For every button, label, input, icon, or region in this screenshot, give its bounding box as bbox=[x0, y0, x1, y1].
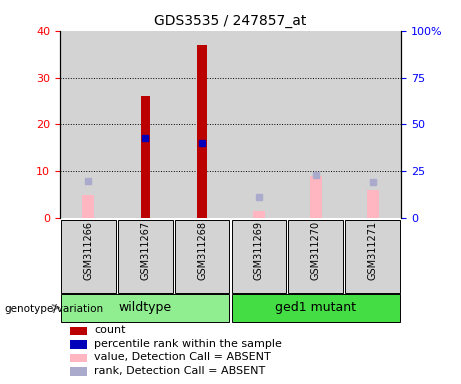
Text: GSM311270: GSM311270 bbox=[311, 221, 321, 280]
Text: GSM311267: GSM311267 bbox=[140, 221, 150, 280]
Bar bbox=[70, 354, 87, 362]
Text: percentile rank within the sample: percentile rank within the sample bbox=[94, 339, 282, 349]
FancyBboxPatch shape bbox=[231, 220, 286, 293]
Bar bbox=[83, 195, 95, 218]
FancyBboxPatch shape bbox=[345, 220, 400, 293]
Bar bbox=[70, 367, 87, 376]
FancyBboxPatch shape bbox=[61, 220, 116, 293]
Text: rank, Detection Call = ABSENT: rank, Detection Call = ABSENT bbox=[94, 366, 265, 376]
Text: GSM311266: GSM311266 bbox=[83, 221, 94, 280]
Bar bbox=[70, 326, 87, 335]
FancyBboxPatch shape bbox=[61, 294, 230, 322]
Bar bbox=[197, 45, 207, 218]
Text: genotype/variation: genotype/variation bbox=[5, 304, 104, 314]
Bar bbox=[310, 176, 322, 218]
Text: GSM311271: GSM311271 bbox=[367, 221, 378, 280]
Title: GDS3535 / 247857_at: GDS3535 / 247857_at bbox=[154, 14, 307, 28]
FancyBboxPatch shape bbox=[231, 294, 400, 322]
Bar bbox=[366, 190, 378, 218]
FancyBboxPatch shape bbox=[118, 220, 172, 293]
Text: GSM311268: GSM311268 bbox=[197, 221, 207, 280]
Bar bbox=[141, 96, 150, 218]
Text: wildtype: wildtype bbox=[118, 301, 172, 314]
Text: ged1 mutant: ged1 mutant bbox=[275, 301, 356, 314]
FancyBboxPatch shape bbox=[175, 220, 230, 293]
Bar bbox=[70, 340, 87, 349]
Text: GSM311269: GSM311269 bbox=[254, 221, 264, 280]
Text: value, Detection Call = ABSENT: value, Detection Call = ABSENT bbox=[94, 353, 271, 362]
Text: count: count bbox=[94, 325, 125, 335]
Bar bbox=[253, 211, 265, 218]
FancyBboxPatch shape bbox=[289, 220, 343, 293]
